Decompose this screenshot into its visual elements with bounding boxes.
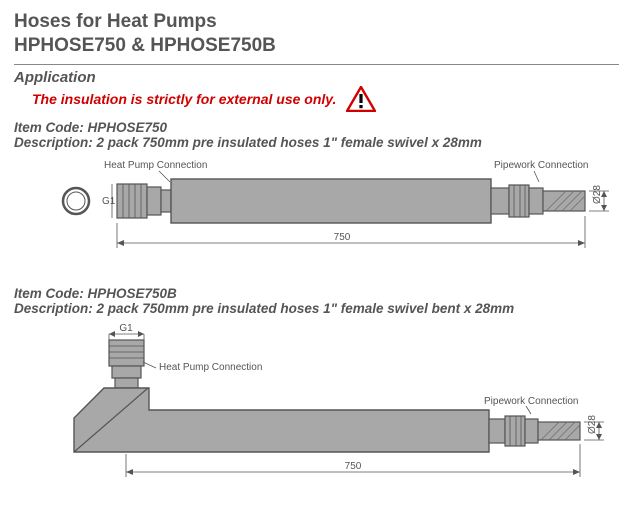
item1-thread-dim: G1 — [102, 196, 116, 207]
item1-description: Description: 2 pack 750mm pre insulated … — [14, 135, 619, 150]
item1-diagram: Heat Pump Connection Pipework Connection… — [14, 156, 619, 276]
item2-diagram: G1 Heat Pump Connection Pipework Connect… — [14, 322, 619, 492]
item1-block: Item Code: HPHOSE750 Description: 2 pack… — [14, 120, 619, 150]
item2-heatpump-label: Heat Pump Connection — [159, 362, 262, 373]
item2-diameter-dim: Ø28 — [587, 414, 598, 433]
item1-heatpump-label: Heat Pump Connection — [104, 160, 207, 171]
page-title-line2: HPHOSE750 & HPHOSE750B — [14, 34, 619, 58]
item1-code: Item Code: HPHOSE750 — [14, 120, 619, 135]
warning-icon — [346, 86, 376, 112]
item2-description: Description: 2 pack 750mm pre insulated … — [14, 301, 619, 316]
item2-block: Item Code: HPHOSE750B Description: 2 pac… — [14, 286, 619, 316]
item1-pipework-label: Pipework Connection — [494, 160, 589, 171]
warning-text: The insulation is strictly for external … — [14, 91, 336, 107]
item1-diameter-dim: Ø28 — [592, 184, 603, 203]
warning-row: The insulation is strictly for external … — [14, 86, 619, 112]
application-heading: Application — [14, 69, 619, 86]
page-title-line1: Hoses for Heat Pumps — [14, 10, 619, 34]
item2-length-dim: 750 — [345, 461, 362, 472]
item2-thread-dim: G1 — [119, 323, 133, 334]
item2-pipework-label: Pipework Connection — [484, 396, 579, 407]
title-divider — [14, 64, 619, 65]
item2-code: Item Code: HPHOSE750B — [14, 286, 619, 301]
item1-length-dim: 750 — [334, 232, 351, 243]
